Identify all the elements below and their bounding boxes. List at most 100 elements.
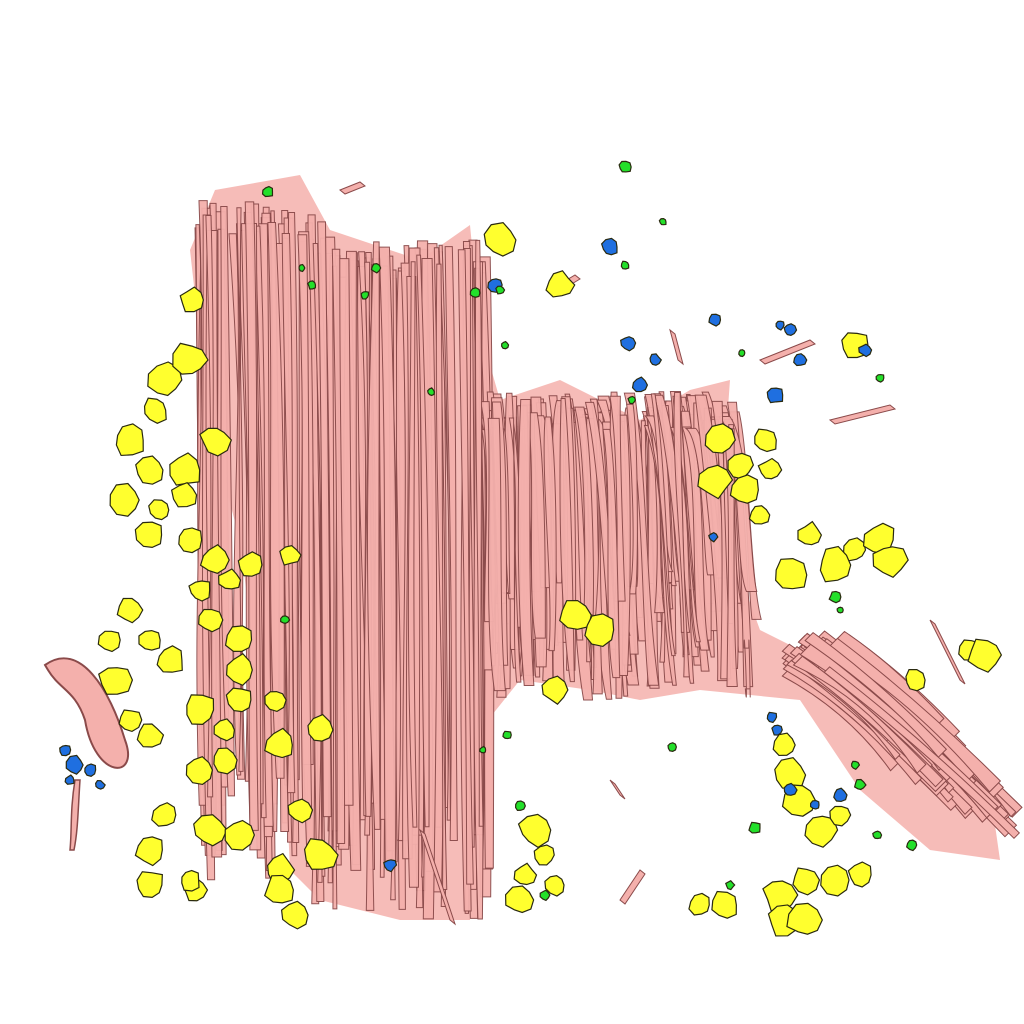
- yellow-blob: [186, 694, 215, 725]
- fiber-strand: [792, 655, 927, 774]
- yellow-blob: [198, 608, 224, 633]
- yellow-blob: [697, 464, 734, 500]
- yellow-blob: [188, 580, 211, 602]
- yellow-blob: [224, 819, 256, 851]
- yellow-blob: [172, 342, 209, 375]
- fiber-fragment: [339, 181, 366, 195]
- blue-blob: [833, 787, 848, 803]
- blue-blob: [783, 782, 798, 796]
- fiber-strand: [823, 666, 1021, 840]
- fiber-strand: [331, 248, 346, 845]
- green-blob: [360, 291, 370, 300]
- fiber-strand: [623, 392, 660, 686]
- green-blob: [501, 340, 510, 350]
- yellow-blob: [225, 652, 253, 686]
- pink-fiber-bundle: [43, 175, 1023, 926]
- yellow-blob: [97, 630, 121, 653]
- blue-blob: [59, 744, 72, 757]
- yellow-blob: [483, 221, 517, 257]
- yellow-blob: [263, 874, 294, 904]
- fiber-strand: [487, 417, 506, 692]
- blue-blob: [858, 343, 873, 358]
- yellow-blob: [185, 756, 214, 786]
- fiber-strand: [244, 201, 259, 831]
- fiber-strand: [543, 416, 557, 652]
- yellow-blob: [541, 675, 569, 705]
- yellow-blob: [792, 867, 821, 896]
- blue-blob: [783, 323, 798, 336]
- yellow-blob: [797, 520, 823, 546]
- blue-blob: [84, 763, 97, 777]
- green-blob: [298, 263, 306, 273]
- fiber-strand: [517, 398, 535, 687]
- green-blob: [905, 839, 918, 852]
- blue-blob: [775, 320, 785, 331]
- fiber-strand: [438, 244, 451, 821]
- yellow-blob: [135, 455, 164, 485]
- yellow-blob: [533, 844, 555, 866]
- blue-blob: [793, 353, 808, 367]
- fiber-strand: [317, 221, 332, 818]
- green-blob: [515, 800, 526, 812]
- yellow-blob: [872, 546, 909, 578]
- fiber-fragment: [609, 779, 626, 800]
- yellow-blob: [225, 687, 252, 713]
- yellow-blob: [179, 286, 204, 313]
- fiber-strand: [435, 263, 448, 890]
- yellow-blob: [118, 709, 143, 733]
- yellow-blob: [786, 902, 823, 935]
- fiber-fragment: [929, 619, 966, 685]
- fiber-strand: [407, 261, 418, 828]
- yellow-blob: [545, 270, 576, 298]
- yellow-blob: [704, 423, 736, 454]
- yellow-blob: [109, 482, 140, 517]
- yellow-blob: [147, 361, 183, 397]
- yellow-blob: [757, 457, 783, 480]
- blue-blob: [771, 724, 783, 736]
- blue-blob: [383, 859, 398, 873]
- yellow-blob: [148, 499, 170, 521]
- yellow-blob: [138, 629, 161, 651]
- green-blob-cluster: [261, 160, 918, 902]
- fiber-strand: [673, 392, 690, 678]
- yellow-blob: [711, 890, 737, 919]
- fiber-loop: [69, 779, 81, 851]
- yellow-blob: [264, 690, 287, 713]
- fiber-strand: [602, 428, 621, 679]
- green-blob: [875, 373, 885, 383]
- yellow-blob: [303, 838, 339, 870]
- yellow-blob: [134, 521, 163, 549]
- blue-blob: [619, 336, 637, 352]
- fiber-strand: [825, 637, 1002, 793]
- yellow-blob: [193, 814, 228, 847]
- green-blob: [469, 287, 481, 298]
- green-blob: [618, 160, 632, 173]
- yellow-blob: [116, 597, 144, 624]
- yellow-blob: [213, 718, 235, 742]
- blue-blob: [65, 754, 84, 775]
- yellow-blob-cluster: [97, 221, 1003, 937]
- blue-blob: [600, 237, 618, 256]
- yellow-blob: [280, 900, 309, 930]
- fiber-strand: [281, 233, 296, 794]
- yellow-blob: [559, 599, 592, 630]
- fiber-strand: [508, 417, 522, 683]
- green-blob: [667, 742, 677, 752]
- green-blob: [872, 830, 883, 840]
- green-blob: [748, 821, 761, 834]
- yellow-blob: [905, 669, 926, 692]
- green-blob: [539, 889, 551, 902]
- yellow-blob: [136, 871, 163, 898]
- fiber-strand: [574, 406, 594, 616]
- yellow-blob: [727, 452, 755, 480]
- yellow-blob: [307, 713, 334, 742]
- yellow-blob: [505, 885, 535, 914]
- green-blob: [370, 263, 382, 274]
- yellow-blob: [819, 545, 852, 583]
- green-blob: [620, 260, 630, 270]
- fiber-strand: [626, 403, 638, 595]
- fiber-strand: [254, 225, 267, 819]
- fiber-strand: [669, 426, 701, 643]
